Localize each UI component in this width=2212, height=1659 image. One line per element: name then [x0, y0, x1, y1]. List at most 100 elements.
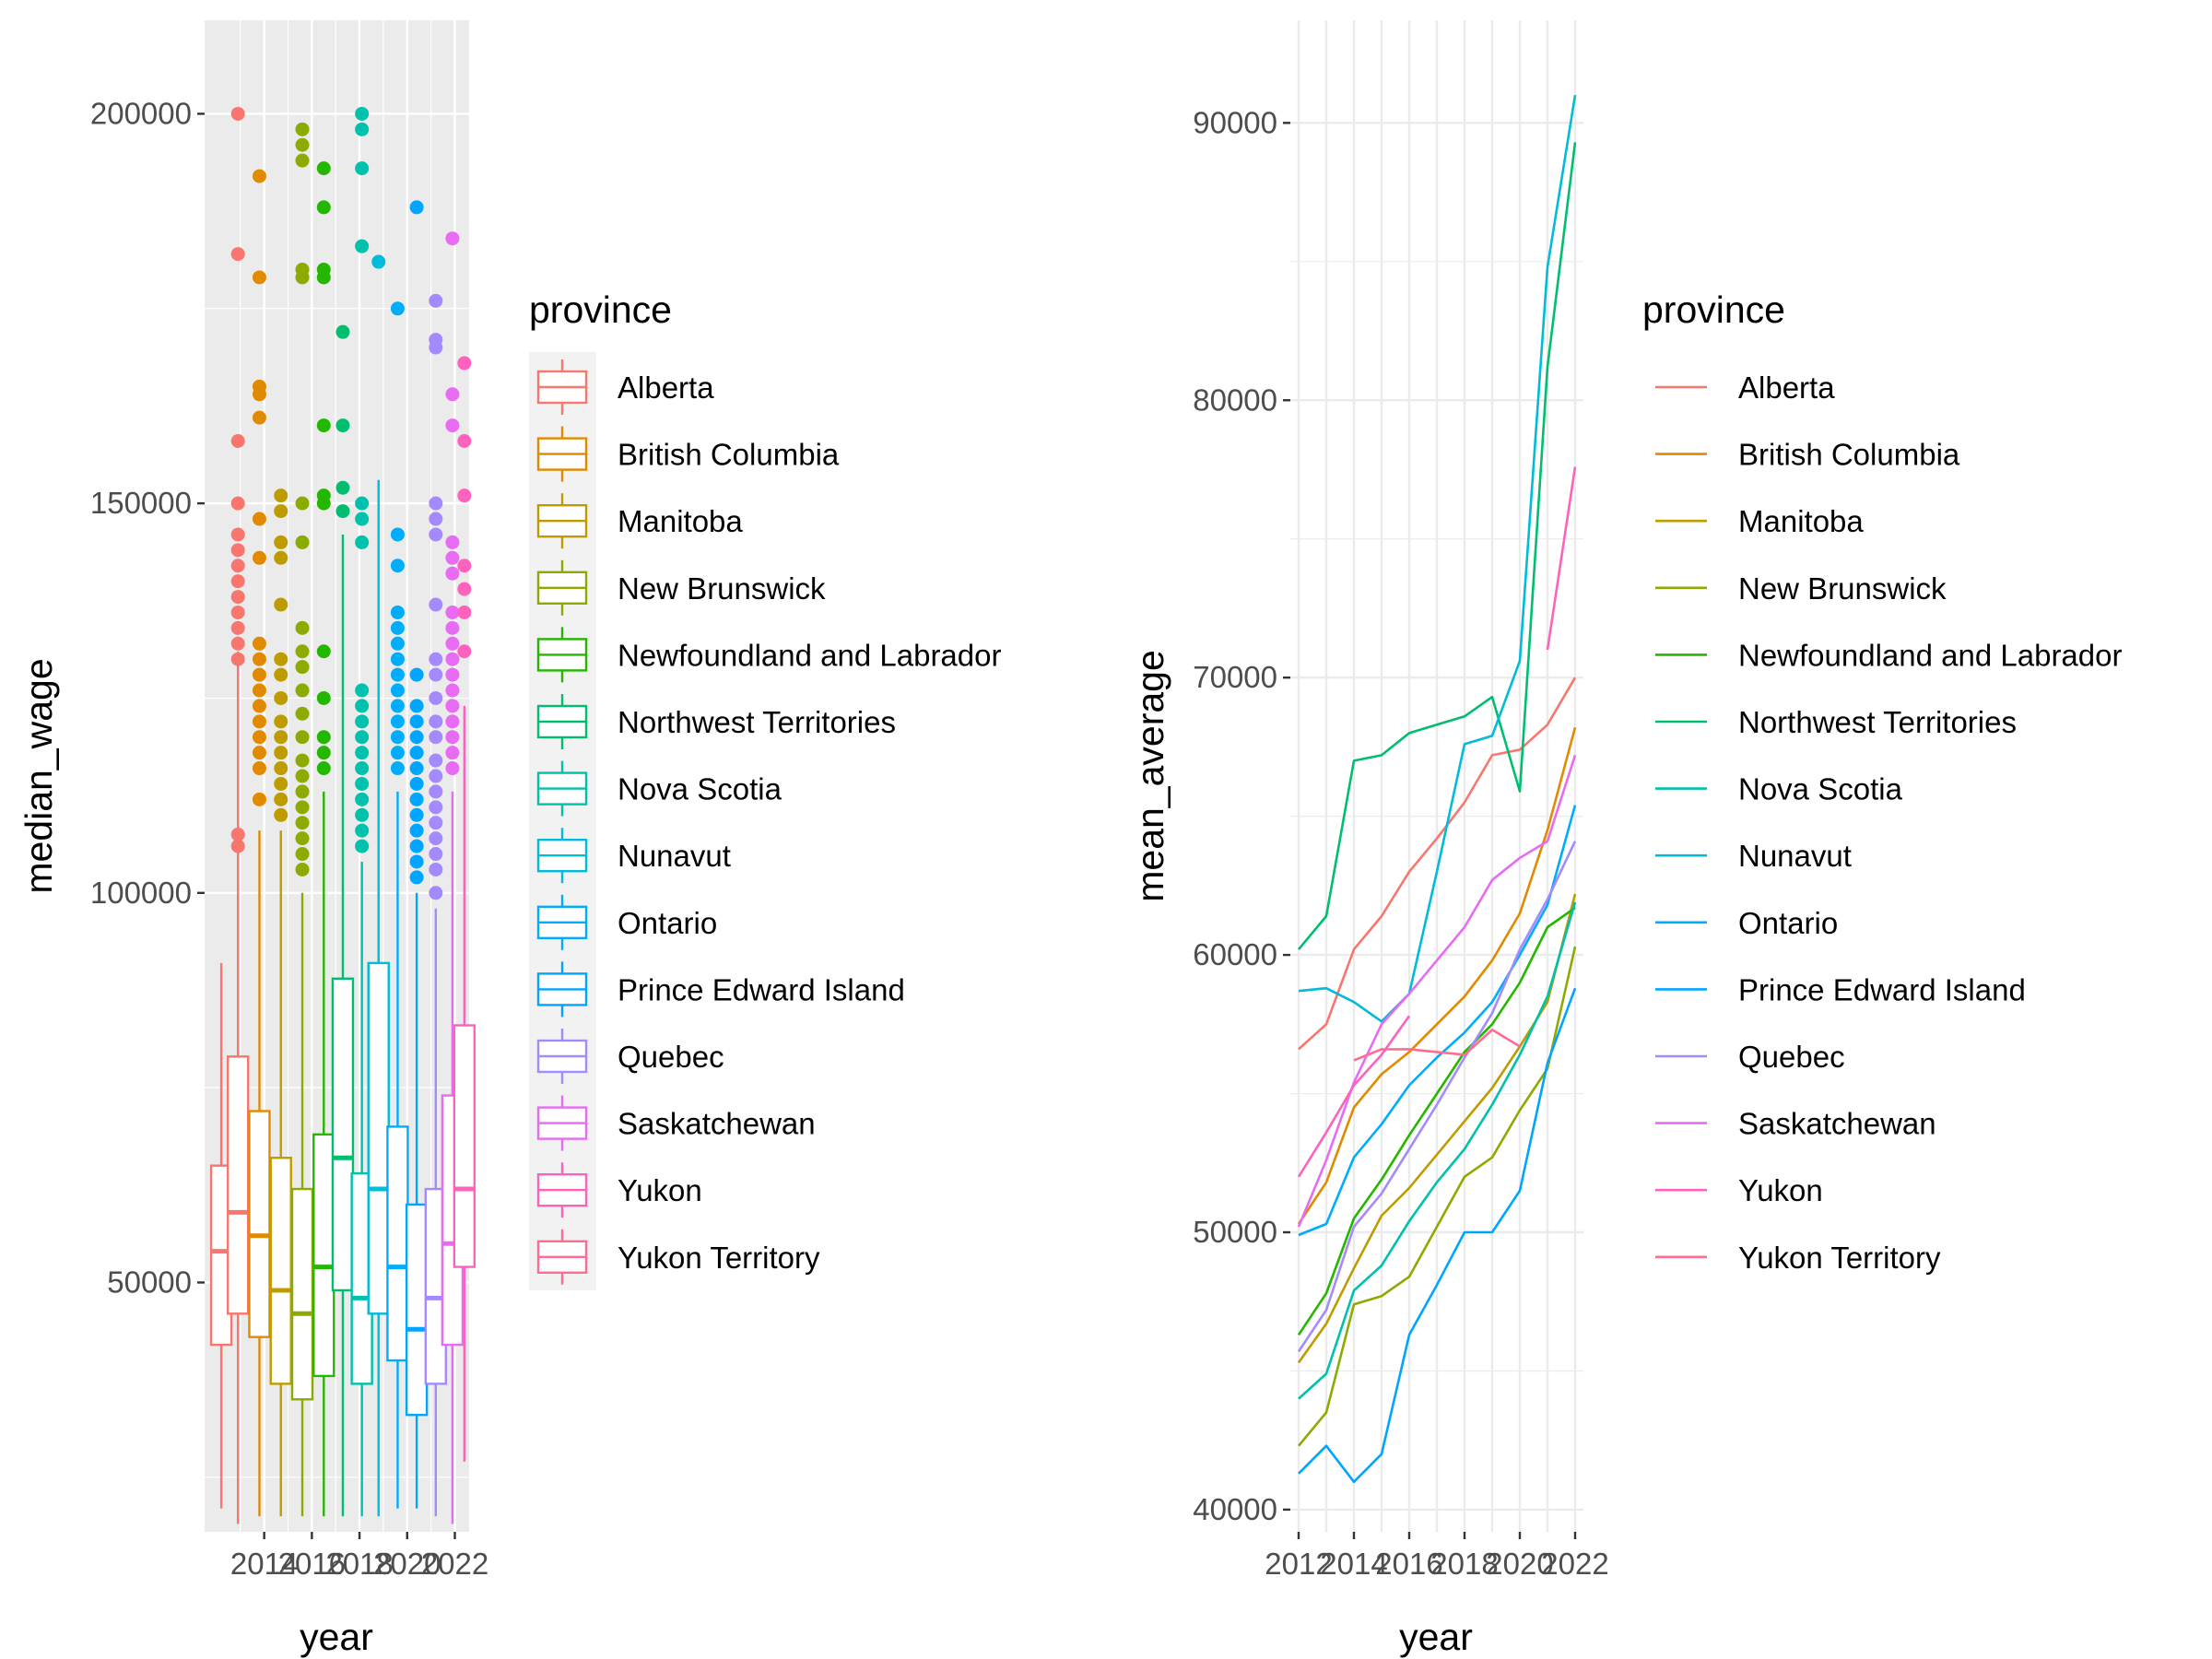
box-prince-edward-island	[405, 200, 429, 1509]
outlier-point	[429, 784, 443, 799]
legend-label: Nova Scotia	[1738, 772, 1903, 806]
legend-item-ontario: Ontario	[1655, 906, 1838, 940]
outlier-point	[316, 200, 331, 215]
outlier-point	[409, 807, 424, 822]
box-british-columbia	[248, 169, 271, 1517]
outlier-point	[230, 652, 245, 666]
outlier-point	[445, 746, 460, 760]
series-ontario	[1298, 805, 1577, 1237]
outlier-point	[445, 667, 460, 682]
outlier-point	[390, 730, 405, 745]
y-axis: 50000 100000 150000 200000	[90, 96, 205, 1299]
outlier-point	[316, 746, 331, 760]
box-body	[331, 977, 355, 1292]
legend-label: New Brunswick	[618, 571, 826, 606]
outlier-point	[457, 644, 472, 659]
outlier-point	[355, 792, 370, 806]
outlier-point	[355, 823, 370, 838]
outlier-point	[409, 870, 424, 885]
legend-label: British Columbia	[618, 438, 840, 472]
outlier-point	[409, 776, 424, 791]
legend-label: Manitoba	[1738, 504, 1864, 538]
outlier-point	[409, 854, 424, 869]
outlier-point	[274, 550, 288, 565]
legend-label: British Columbia	[1738, 438, 1960, 472]
legend-item-alberta: Alberta	[536, 359, 714, 415]
outlier-point	[409, 761, 424, 776]
outlier-point	[355, 746, 370, 760]
outlier-point	[230, 839, 245, 853]
outlier-point	[355, 714, 370, 729]
legend-item-alberta: Alberta	[1655, 371, 1835, 405]
outlier-point	[252, 636, 266, 651]
legend-item-yukon-territory: Yukon Territory	[1655, 1241, 1941, 1275]
series-newfoundland-and-labrador	[1297, 906, 1576, 1336]
outlier-point	[335, 418, 350, 433]
outlier-point	[274, 714, 288, 729]
box-body	[405, 1203, 429, 1417]
outlier-point	[295, 153, 310, 168]
outlier-point	[409, 200, 424, 215]
legend-item-northwest-territories: Northwest Territories	[536, 694, 896, 749]
outlier-point	[355, 496, 370, 511]
outlier-point	[335, 480, 350, 495]
outlier-point	[274, 504, 288, 519]
series-line	[1297, 841, 1577, 1353]
outlier-point	[355, 730, 370, 745]
box-body	[312, 1133, 335, 1378]
series-line	[1297, 726, 1577, 1225]
grid	[1290, 20, 1583, 1532]
outlier-point	[316, 761, 331, 776]
outlier-point	[252, 746, 266, 760]
line-marks	[1297, 94, 1577, 1484]
outlier-point	[429, 753, 443, 768]
series-line	[1297, 755, 1577, 1228]
outlier-point	[295, 535, 310, 549]
outlier-point	[429, 652, 443, 666]
outlier-point	[457, 582, 472, 596]
outlier-point	[295, 800, 310, 815]
outlier-point	[230, 527, 245, 542]
legend-label: Quebec	[618, 1040, 724, 1074]
legend-label: Ontario	[1738, 906, 1838, 940]
outlier-point	[429, 730, 443, 745]
legend-label: Manitoba	[618, 504, 743, 538]
outlier-point	[409, 714, 424, 729]
x-tick-label: 2014	[1320, 1547, 1387, 1581]
outlier-point	[355, 535, 370, 549]
legend-label: Alberta	[618, 371, 714, 405]
box-nova-scotia	[350, 106, 373, 1517]
legend-item-new-brunswick: New Brunswick	[1655, 571, 1947, 606]
outlier-point	[252, 410, 266, 425]
legend-title: province	[529, 288, 672, 331]
legend-item-british-columbia: British Columbia	[536, 426, 840, 482]
legend-label: Nunavut	[1738, 839, 1852, 873]
outlier-point	[390, 746, 405, 760]
outlier-point	[429, 714, 443, 729]
outlier-point	[274, 488, 288, 503]
series-line	[1298, 142, 1577, 950]
outlier-point	[457, 488, 472, 503]
outlier-point	[252, 550, 266, 565]
legend-label: Prince Edward Island	[1738, 972, 2026, 1006]
outlier-point	[316, 644, 331, 659]
outlier-point	[295, 137, 310, 152]
outlier-point	[390, 652, 405, 666]
outlier-point	[445, 387, 460, 402]
outlier-point	[230, 106, 245, 121]
outlier-point	[252, 270, 266, 285]
series-line	[1298, 805, 1577, 1237]
legend-item-nova-scotia: Nova Scotia	[536, 760, 782, 817]
outlier-point	[252, 652, 266, 666]
y-tick-label: 80000	[1193, 382, 1277, 417]
x-tick-label: 2012	[1265, 1547, 1332, 1581]
outlier-point	[355, 122, 370, 136]
legend-item-saskatchewan: Saskatchewan	[536, 1095, 816, 1151]
outlier-point	[230, 559, 245, 573]
legend-label: Ontario	[618, 906, 717, 940]
boxplot-chart: 50000 100000 150000 200000 2014201620182020…	[18, 20, 488, 1658]
outlier-point	[274, 730, 288, 745]
outlier-point	[355, 761, 370, 776]
y-tick-label: 200000	[90, 96, 192, 130]
